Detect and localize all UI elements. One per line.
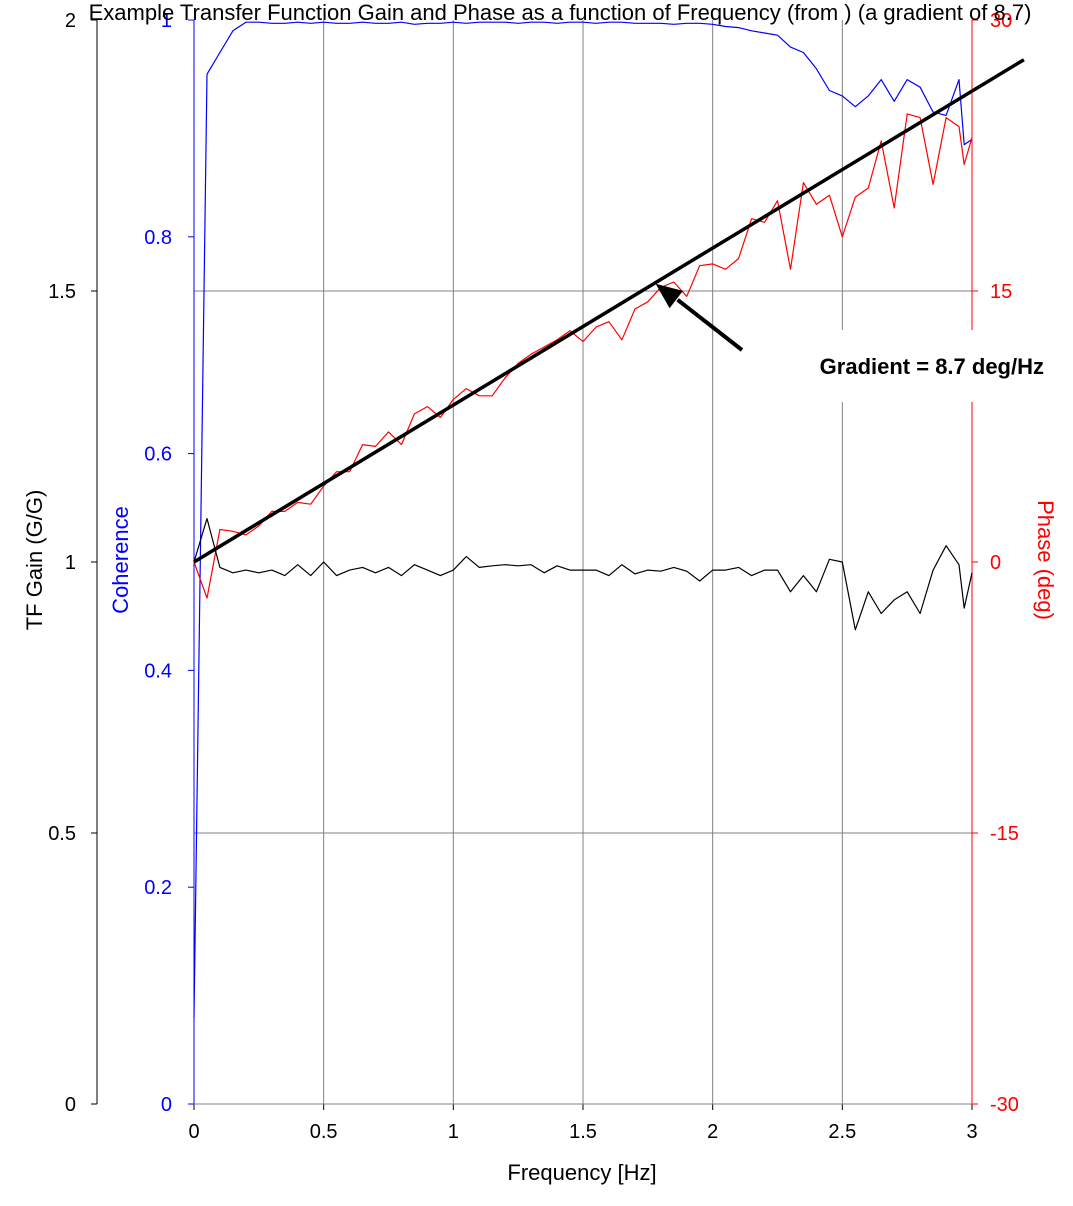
phase-tick-label: 0 xyxy=(990,552,1001,574)
grid xyxy=(194,20,972,1104)
annotation-label: Gradient = 8.7 deg/Hz xyxy=(820,354,1044,379)
x-tick-label: 0 xyxy=(188,1121,199,1143)
tick-labels: 0 0.5 1 1.5 2 2.5 300.511.5200.20.40.60.81-30-… xyxy=(48,10,1019,1143)
coherence-tick-label: 1 xyxy=(161,10,172,32)
annotation-background xyxy=(758,330,1058,402)
phase-axis-label: Phase (deg) xyxy=(1033,500,1058,620)
phase-tick-label: 30 xyxy=(990,10,1012,32)
coherence-series-line xyxy=(193,21,973,1018)
annotation: Gradient = 8.7 deg/Hz xyxy=(655,283,1058,402)
gain-tick-label: 0.5 xyxy=(48,823,76,845)
phase-tick-label: -30 xyxy=(990,1094,1019,1116)
axes xyxy=(91,19,978,1110)
gain-series-line xyxy=(193,517,973,631)
gain-axis-label: TF Gain (G/G) xyxy=(22,490,47,631)
x-tick-label: 1 xyxy=(448,1121,459,1143)
x-axis-label: Frequency [Hz] xyxy=(507,1160,656,1185)
coherence-tick-label: 0.2 xyxy=(144,877,172,899)
x-tick-label: 0.5 xyxy=(310,1121,338,1143)
coherence-tick-label: 0.8 xyxy=(144,227,172,249)
coherence-tick-label: 0.4 xyxy=(144,660,172,682)
chart-title: Example Transfer Function Gain and Phase… xyxy=(89,0,1032,25)
coherence-tick-label: 0 xyxy=(161,1094,172,1116)
gain-tick-label: 0 xyxy=(65,1094,76,1116)
phase-tick-label: -15 xyxy=(990,823,1019,845)
annotation-arrow-head xyxy=(655,283,683,309)
coherence-axis-label: Coherence xyxy=(108,506,133,614)
phase-gradient-fit-line xyxy=(193,58,1025,564)
gain-tick-label: 1 xyxy=(65,552,76,574)
series-layer xyxy=(193,21,1025,1018)
annotation-arrow-shaft xyxy=(676,298,744,352)
phase-tick-label: 15 xyxy=(990,281,1012,303)
gain-tick-label: 2 xyxy=(65,10,76,32)
x-tick-label: 1.5 xyxy=(569,1121,597,1143)
gain-tick-label: 1.5 xyxy=(48,281,76,303)
coherence-tick-label: 0.6 xyxy=(144,444,172,466)
x-tick-label: 3 xyxy=(966,1121,977,1143)
axis-labels: Example Transfer Function Gain and Phase… xyxy=(22,0,1058,1185)
x-tick-label: 2.5 xyxy=(828,1121,856,1143)
x-tick-label: 2 xyxy=(707,1121,718,1143)
